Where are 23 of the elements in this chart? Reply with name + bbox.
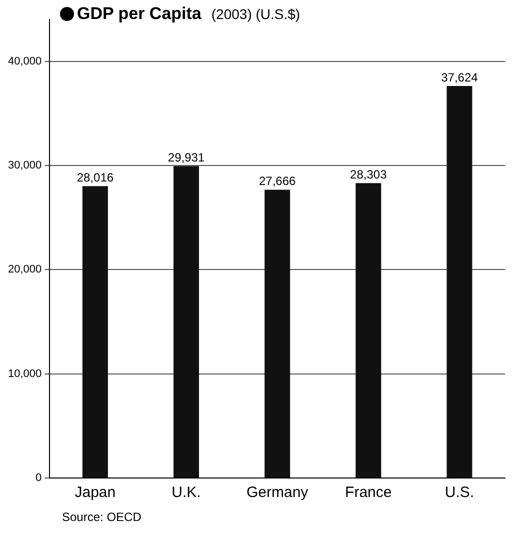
x-tick-label: France xyxy=(345,484,392,502)
data-label: 28,303 xyxy=(350,167,388,182)
bar xyxy=(446,86,472,478)
source-note: Source: OECD xyxy=(62,510,142,524)
y-tick-label: 10,000 xyxy=(8,368,42,380)
bar xyxy=(82,186,108,478)
x-tick-label: U.K. xyxy=(172,484,201,502)
chart-subtitle: (2003) (U.S.$) xyxy=(211,6,300,22)
bar xyxy=(356,183,382,478)
bar xyxy=(264,190,290,478)
y-tick-label: 30,000 xyxy=(8,159,42,172)
x-tick-label: Japan xyxy=(74,484,116,502)
data-label: 28,016 xyxy=(76,170,114,184)
x-tick-label: U.S. xyxy=(444,484,474,502)
y-tick-label: 0 xyxy=(36,472,42,484)
bar xyxy=(174,166,199,478)
y-tick-label: 40,000 xyxy=(8,55,42,68)
chart-title: GDP per Capita xyxy=(77,4,202,24)
data-label: 37,624 xyxy=(441,70,478,84)
data-label: 29,931 xyxy=(168,150,205,164)
x-tick-label: Germany xyxy=(246,484,309,502)
y-tick-label: 20,000 xyxy=(8,264,42,276)
data-label: 27,666 xyxy=(258,174,296,188)
